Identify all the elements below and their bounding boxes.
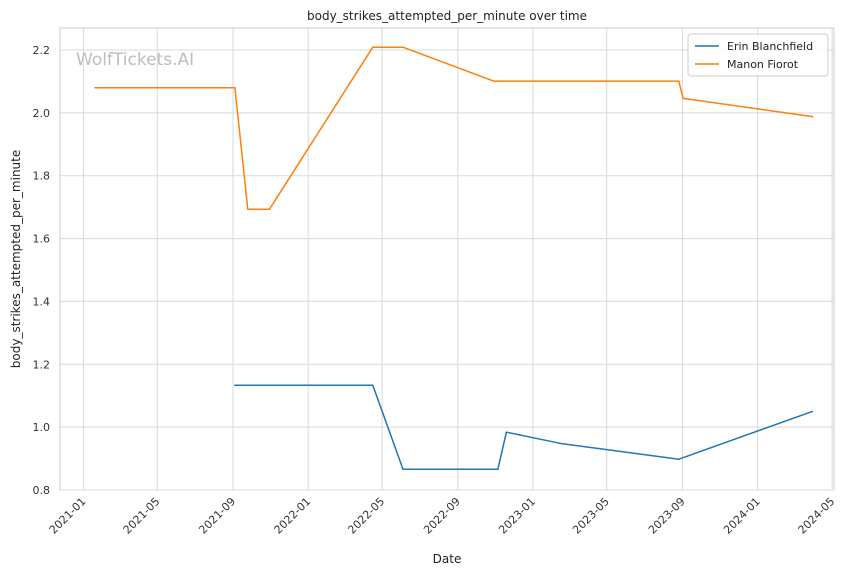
data-point bbox=[234, 384, 236, 387]
x-tick-label: 2022-05 bbox=[345, 495, 387, 537]
data-point bbox=[247, 208, 249, 211]
data-point bbox=[234, 86, 236, 89]
legend-box bbox=[687, 33, 829, 77]
data-point bbox=[402, 468, 404, 471]
data-point bbox=[402, 46, 404, 48]
data-point bbox=[811, 410, 814, 413]
data-point bbox=[561, 443, 564, 445]
legend: Erin Blanchfield Manon Fiorot bbox=[687, 33, 829, 77]
y-tick-label: 1.0 bbox=[33, 421, 51, 434]
y-tick-label: 1.2 bbox=[33, 358, 51, 371]
chart-title: body_strikes_attempted_per_minute over t… bbox=[307, 9, 587, 23]
y-tick-label: 2.2 bbox=[33, 44, 51, 57]
x-tick-label: 2023-05 bbox=[570, 495, 612, 537]
x-tick-label: 2024-01 bbox=[721, 495, 763, 537]
plot-area bbox=[59, 27, 835, 491]
data-point bbox=[497, 468, 499, 471]
x-tick-label: 2023-09 bbox=[646, 495, 688, 537]
watermark-text: WolfTickets.AI bbox=[76, 50, 194, 70]
series-layer bbox=[94, 46, 814, 471]
x-axis-label: Date bbox=[433, 552, 462, 566]
legend-label-manon: Manon Fiorot bbox=[727, 58, 799, 71]
x-tick-label: 2021-05 bbox=[121, 495, 163, 537]
data-point bbox=[682, 97, 684, 100]
data-point bbox=[94, 86, 96, 89]
data-point bbox=[372, 46, 374, 48]
data-point bbox=[492, 80, 495, 82]
x-tick-label: 2022-09 bbox=[421, 495, 463, 537]
y-tick-label: 1.8 bbox=[33, 170, 51, 183]
y-axis-label: body_strikes_attempted_per_minute bbox=[9, 150, 23, 368]
data-point bbox=[678, 80, 680, 82]
y-tick-label: 1.6 bbox=[33, 233, 51, 246]
data-point bbox=[505, 431, 508, 434]
series-line-erin-blanchfield bbox=[234, 384, 813, 471]
x-tick-label: 2024-05 bbox=[796, 495, 838, 537]
legend-label-erin: Erin Blanchfield bbox=[727, 40, 813, 53]
data-point bbox=[372, 384, 374, 387]
series-line-manon-fiorot bbox=[95, 46, 813, 211]
data-point bbox=[268, 208, 271, 211]
data-point bbox=[811, 115, 814, 118]
y-tick-label: 0.8 bbox=[33, 484, 51, 497]
y-tick-label: 2.0 bbox=[33, 107, 51, 120]
x-tick-label: 2023-01 bbox=[496, 495, 538, 537]
y-tick-label: 1.4 bbox=[33, 295, 51, 308]
x-tick-label: 2021-01 bbox=[47, 495, 89, 537]
x-tick-label: 2021-09 bbox=[196, 495, 238, 537]
data-point bbox=[678, 458, 680, 461]
x-tick-label: 2022-01 bbox=[272, 495, 314, 537]
grid bbox=[60, 28, 834, 491]
